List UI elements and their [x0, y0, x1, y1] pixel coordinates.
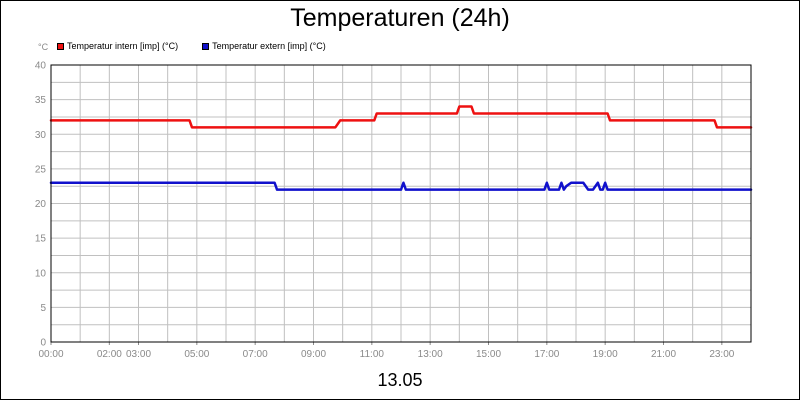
axis-tick-labels: 0 5 10 15 20 25 30 35 40 00:00 02:00 03:00 05:00 07:0… — [35, 61, 735, 361]
plot-area-border — [50, 64, 752, 343]
y-tick-label: 5 — [40, 303, 46, 314]
x-axis-date-label: 13.05 — [377, 370, 423, 390]
y-tick-label: 0 — [40, 338, 46, 349]
x-tick-label: 17:00 — [534, 349, 559, 360]
legend-entry-intern: Temperatur intern [imp] (°C) — [57, 40, 178, 52]
data-series — [49, 105, 753, 191]
legend-entry-extern: Temperatur extern [imp] (°C) — [202, 40, 326, 52]
y-tick-label: 25 — [35, 164, 47, 175]
chart-legend: Temperatur intern [imp] (°C) Temperatur … — [57, 40, 350, 52]
x-tick-label: 05:00 — [184, 349, 209, 360]
x-tick-label: 15:00 — [476, 349, 501, 360]
x-tick-label: 21:00 — [651, 349, 676, 360]
y-tick-label: 15 — [35, 234, 47, 245]
x-tick-label: 13:00 — [418, 349, 443, 360]
y-tick-label: 10 — [35, 268, 47, 279]
y-axis-unit-label: °C — [38, 42, 49, 52]
y-tick-label: 20 — [35, 199, 47, 210]
x-tick-label: 03:00 — [126, 349, 151, 360]
grid-lines — [51, 65, 751, 342]
x-tick-label: 09:00 — [301, 349, 326, 360]
x-tick-label: 19:00 — [593, 349, 618, 360]
series-line-intern — [49, 105, 753, 129]
x-tick-label: 11:00 — [360, 349, 385, 360]
x-tick-label: 00:00 — [38, 349, 63, 360]
chart-title: Temperaturen (24h) — [290, 4, 510, 32]
x-tick-label: 07:00 — [243, 349, 268, 360]
y-tick-label: 35 — [35, 95, 47, 106]
series-line-extern — [49, 181, 753, 191]
y-tick-label: 30 — [35, 130, 47, 141]
x-tick-label: 02:00 — [97, 349, 122, 360]
legend-label-intern: Temperatur intern [imp] (°C) — [67, 41, 179, 51]
legend-swatch-intern — [57, 42, 64, 50]
legend-label-extern: Temperatur extern [imp] (°C) — [212, 41, 326, 51]
legend-swatch-extern — [202, 42, 210, 50]
y-tick-label: 40 — [35, 61, 47, 72]
x-tick-label: 23:00 — [709, 349, 734, 360]
